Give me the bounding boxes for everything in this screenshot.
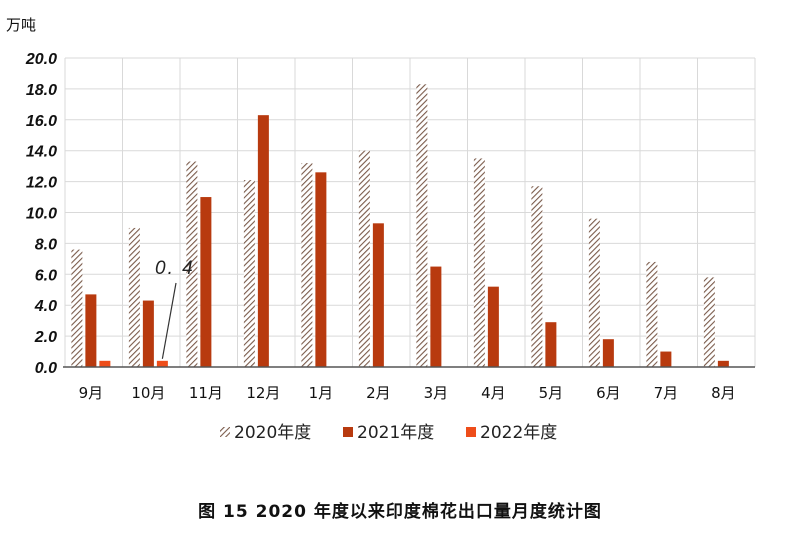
bar-2021年度-4月 — [487, 286, 499, 367]
legend-swatch — [220, 427, 230, 437]
bar-2020年度-4月 — [473, 158, 485, 367]
y-tick-label: 2.0 — [34, 329, 57, 346]
x-tick-label: 2月 — [366, 384, 391, 402]
legend-label: 2020年度 — [234, 423, 311, 443]
bar-2022年度-10月 — [156, 360, 168, 367]
bar-2020年度-7月 — [646, 261, 658, 367]
bar-2021年度-5月 — [545, 322, 557, 367]
bar-chart: 0.0 2.0 4.0 6.0 8.0 10.0 12.0 14.0 16.0 18.0 20.0 9… — [6, 16, 756, 443]
y-tick-label: 0.0 — [35, 360, 57, 377]
bar-2020年度-11月 — [186, 161, 198, 367]
bar-2021年度-1月 — [315, 172, 327, 367]
annotation-label: 0. 4 — [155, 258, 195, 279]
annotation-leader-line — [161, 282, 177, 359]
bar-2021年度-8月 — [717, 360, 729, 367]
bar-2021年度-12月 — [257, 115, 269, 367]
bar-2021年度-6月 — [602, 339, 614, 367]
bar-2021年度-2月 — [372, 223, 384, 367]
y-tick-label: 12.0 — [26, 175, 57, 192]
y-tick-label: 4.0 — [34, 298, 57, 315]
x-tick-label: 7月 — [654, 384, 679, 402]
bar-2021年度-10月 — [142, 300, 154, 367]
x-tick-label: 6月 — [596, 384, 621, 402]
bar-2020年度-8月 — [703, 277, 715, 367]
x-tick-label: 4月 — [481, 384, 506, 402]
bar-2020年度-2月 — [358, 150, 370, 367]
bar-2020年度-10月 — [128, 227, 140, 367]
bar-2021年度-11月 — [200, 197, 212, 367]
x-tick-label: 11月 — [189, 384, 223, 402]
legend-swatch — [343, 427, 353, 437]
x-tick-label: 8月 — [711, 384, 736, 402]
bar-2021年度-7月 — [660, 351, 672, 367]
x-tick-label: 9月 — [79, 384, 104, 402]
y-tick-label: 16.0 — [26, 113, 57, 130]
legend-label: 2022年度 — [480, 423, 557, 443]
x-tick-label: 12月 — [246, 384, 280, 402]
bar-2022年度-9月 — [99, 360, 111, 367]
bar-2020年度-12月 — [243, 180, 255, 367]
bar-2020年度-5月 — [531, 186, 543, 367]
y-tick-label: 18.0 — [26, 82, 57, 99]
x-tick-label: 1月 — [309, 384, 334, 402]
x-tick-label: 3月 — [424, 384, 449, 402]
legend-swatch — [466, 427, 476, 437]
y-tick-label: 8.0 — [35, 236, 57, 253]
bar-2021年度-3月 — [430, 266, 442, 367]
y-tick-label: 14.0 — [26, 144, 57, 161]
bar-2020年度-9月 — [71, 249, 83, 367]
bar-2020年度-1月 — [301, 163, 313, 367]
bar-2020年度-6月 — [588, 218, 600, 367]
x-tick-label: 5月 — [539, 384, 564, 402]
y-tick-label: 10.0 — [26, 206, 57, 223]
y-tick-label: 6.0 — [35, 267, 57, 284]
y-tick-label: 20.0 — [25, 51, 57, 68]
bar-2021年度-9月 — [85, 294, 97, 367]
bar-2020年度-3月 — [416, 84, 428, 367]
y-axis-unit-label: 万吨 — [6, 16, 36, 34]
figure-caption: 图 15 2020 年度以来印度棉花出口量月度统计图 — [198, 502, 602, 522]
x-tick-label: 10月 — [131, 384, 165, 402]
legend-label: 2021年度 — [357, 423, 434, 443]
